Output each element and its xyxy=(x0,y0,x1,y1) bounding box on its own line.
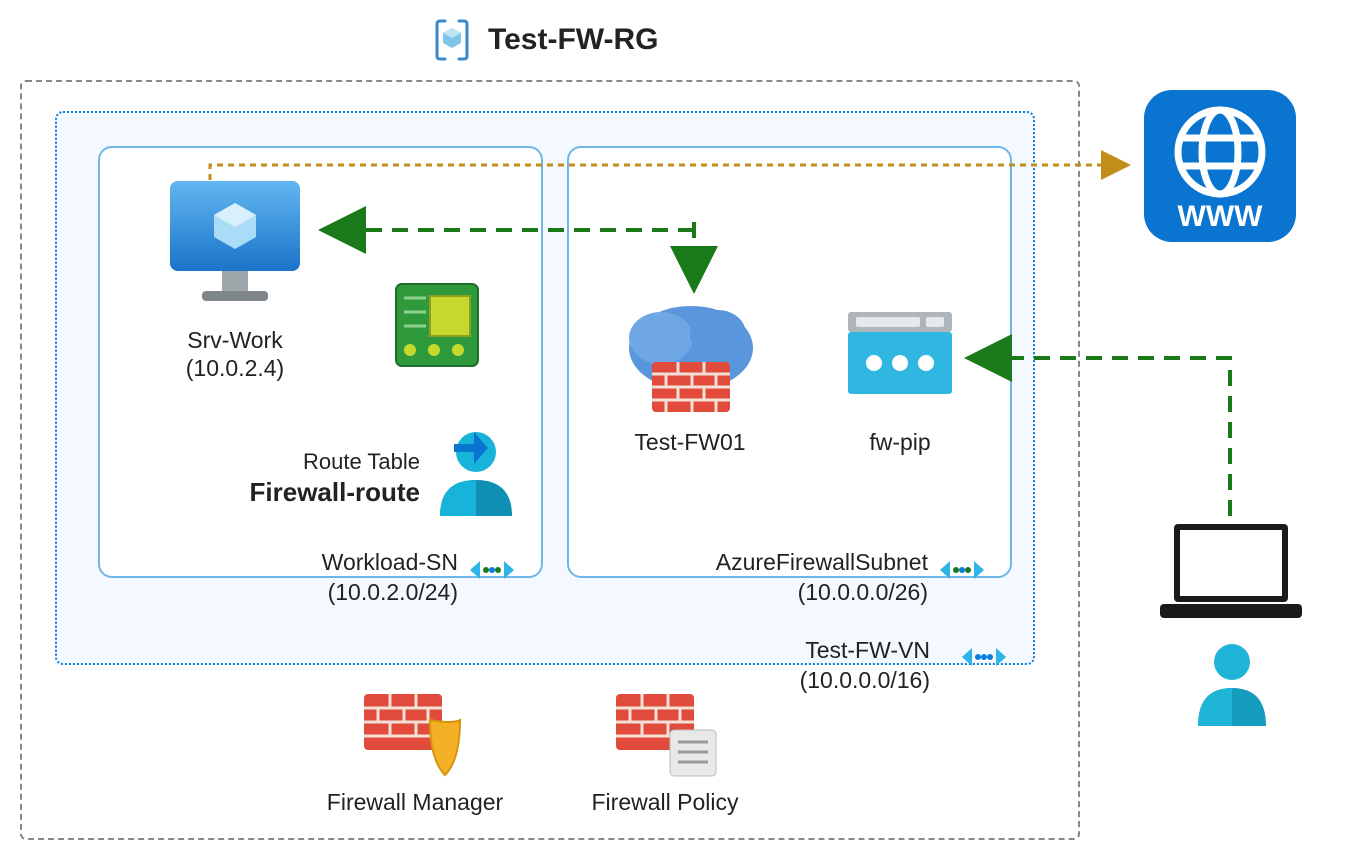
subnet-edge-icon-2 xyxy=(936,555,988,585)
firewall-manager-label: Firewall Manager xyxy=(300,788,530,817)
subnet-edge-icon-1 xyxy=(466,555,518,585)
firewall-policy-label: Firewall Policy xyxy=(560,788,770,817)
subnet-fw-name: AzureFirewallSubnet xyxy=(690,548,928,577)
diagram-canvas: Test-FW-RG Workload-SN (10.0.2.0/24) Azu… xyxy=(0,0,1358,868)
subnet-workload-name: Workload-SN xyxy=(248,548,458,577)
vnet-cidr: (10.0.0.0/16) xyxy=(740,666,930,695)
route-table-icon xyxy=(426,424,516,519)
firewall-label: Test-FW01 xyxy=(610,428,770,457)
rg-title: Test-FW-RG xyxy=(488,23,658,57)
firewall-policy-icon xyxy=(612,690,722,780)
vnet-name: Test-FW-VN xyxy=(740,636,930,665)
firewall-icon xyxy=(616,290,766,420)
vm-ip: (10.0.2.4) xyxy=(150,354,320,383)
firewall-manager-icon xyxy=(360,690,470,780)
pip-label: fw-pip xyxy=(840,428,960,457)
vm-label: Srv-Work xyxy=(150,326,320,355)
rg-title-group: Test-FW-RG xyxy=(430,18,658,62)
www-label: WWW xyxy=(1178,200,1264,233)
resource-group-icon xyxy=(430,18,474,62)
subnet-workload-cidr: (10.0.2.0/24) xyxy=(248,578,458,607)
laptop-icon xyxy=(1156,518,1306,628)
subnet-fw-cidr: (10.0.0.0/26) xyxy=(700,578,928,607)
vnet-edge-icon xyxy=(958,642,1010,672)
vm-icon xyxy=(160,175,310,315)
user-icon xyxy=(1192,640,1272,730)
route-table-bottom: Firewall-route xyxy=(190,476,420,509)
www-icon: WWW xyxy=(1140,86,1300,246)
route-table-top: Route Table xyxy=(210,448,420,476)
nic-icon xyxy=(390,278,485,373)
pip-icon xyxy=(840,306,960,406)
